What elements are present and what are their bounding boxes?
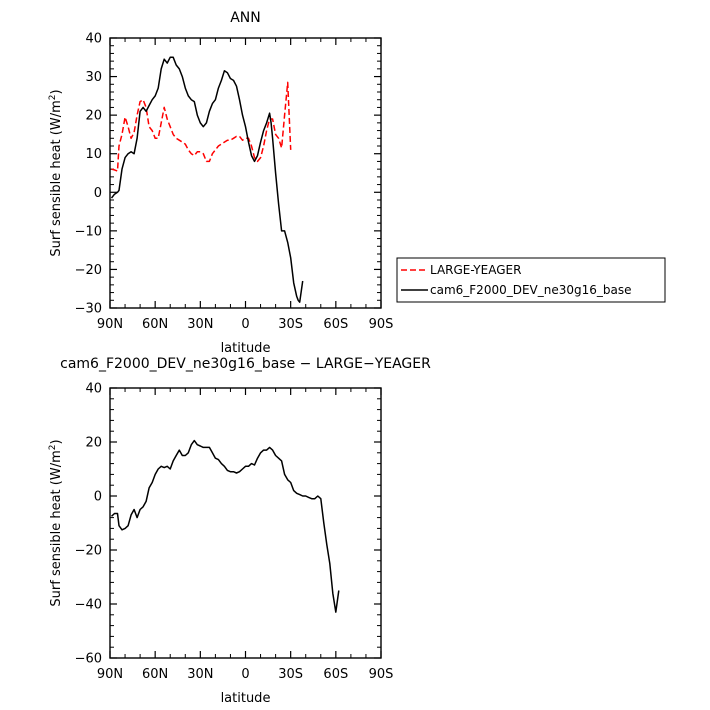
chart-title: cam6_F2000_DEV_ne30g16_base − LARGE−YEAG… — [60, 356, 431, 372]
plot-frame — [109, 387, 382, 659]
legend-label: LARGE-YEAGER — [430, 263, 521, 277]
x-tick-label: 30S — [278, 317, 303, 332]
y-tick-label: 0 — [94, 186, 102, 201]
y-tick-label: −60 — [75, 652, 102, 667]
y-tick-label: −20 — [75, 544, 102, 559]
y-tick-label: 0 — [94, 490, 102, 505]
legend-label: cam6_F2000_DEV_ne30g16_base — [430, 283, 632, 297]
x-tick-label: 90N — [97, 317, 123, 332]
series-line-large-yeager — [111, 81, 292, 172]
series-line-difference — [110, 439, 340, 613]
x-tick-label: 0 — [241, 317, 249, 332]
y-tick-label: 20 — [85, 436, 102, 451]
y-tick-label: 30 — [85, 70, 102, 85]
x-tick-label: 60N — [142, 317, 168, 332]
x-tick-label: 30N — [187, 317, 213, 332]
y-axis-label: Surf sensible heat (W/m2) — [48, 439, 64, 606]
y-tick-label: −30 — [75, 302, 102, 317]
plot-frame — [109, 37, 382, 309]
y-tick-label: 20 — [85, 109, 102, 124]
legend-box — [396, 257, 666, 303]
y-axis-label-main: Surf sensible heat (W/m — [49, 450, 64, 606]
chart-title: ANN — [230, 10, 261, 26]
y-axis-label: Surf sensible heat (W/m2) — [48, 89, 64, 256]
y-tick-label: 40 — [85, 382, 102, 397]
y-tick-label: −20 — [75, 263, 102, 278]
y-tick-label: 40 — [85, 32, 102, 47]
y-tick-label: −40 — [75, 598, 102, 613]
x-tick-label: 0 — [241, 667, 249, 682]
series-line-cam6-f2000-dev-ne30g16-base — [110, 56, 304, 303]
y-axis-label-close: ) — [49, 89, 64, 94]
x-tick-label: 60S — [323, 667, 348, 682]
x-tick-label: 90S — [369, 317, 394, 332]
y-axis-label-main: Surf sensible heat (W/m — [49, 100, 64, 256]
x-tick-label: 60S — [323, 317, 348, 332]
x-axis-label: latitude — [221, 341, 271, 356]
y-tick-label: 10 — [85, 147, 102, 162]
chart-panel-2: 90N 60N 30N 0 30S 60S 90S −60 −40 −20 0 20 40 cam6_F2… — [48, 356, 431, 706]
x-tick-label: 90N — [97, 667, 123, 682]
x-tick-label: 30S — [278, 667, 303, 682]
y-axis-label-superscript: 2 — [48, 445, 58, 451]
chart-panel-1: 90N 60N 30N 0 30S 60S 90S −30 −20 −10 0 10 20 30 40 ANN… — [48, 10, 666, 356]
x-axis-label: latitude — [221, 691, 271, 706]
x-tick-label: 60N — [142, 667, 168, 682]
legend: LARGE-YEAGER cam6_F2000_DEV_ne30g16_base — [396, 257, 666, 303]
y-axis-label-superscript: 2 — [48, 95, 58, 101]
y-tick-label: −10 — [75, 224, 102, 239]
y-axis-label-close: ) — [49, 439, 64, 444]
x-tick-label: 90S — [369, 667, 394, 682]
x-tick-label: 30N — [187, 667, 213, 682]
